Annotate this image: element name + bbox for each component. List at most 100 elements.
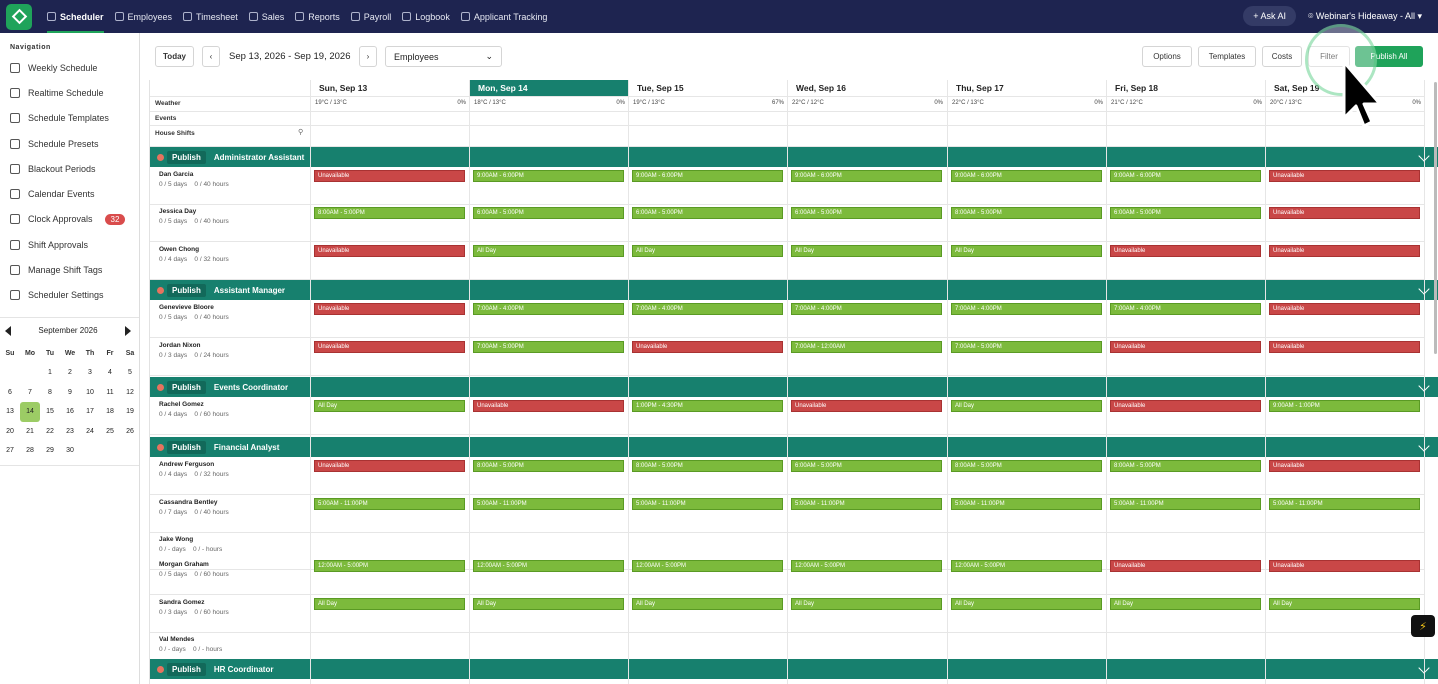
section-publish-button[interactable]: Publish [167,440,206,454]
pin-icon[interactable]: ⚲ [298,129,304,136]
calendar-day[interactable]: 23 [66,427,74,435]
employee-info[interactable]: Sandra Gomez 0 / 3 days 0 / 60 hours [159,599,229,616]
sidebar-item-weekly-schedule[interactable]: Weekly Schedule [0,55,139,80]
shift-block[interactable]: 8:00AM - 5:00PM [473,460,624,472]
shift-block[interactable]: All Day [314,400,465,412]
shift-block[interactable]: All Day [791,245,942,257]
section-publish-button[interactable]: Publish [167,150,206,164]
costs-button[interactable]: Costs [1262,46,1302,67]
unavailable-block[interactable]: Unavailable [1269,207,1420,219]
employee-info[interactable]: Genevieve Bloore 0 / 5 days 0 / 40 hours [159,304,229,321]
location-selector[interactable]: ⌾ Webinar's Hideaway - All ▾ [1307,10,1422,21]
shift-block[interactable]: All Day [314,598,465,610]
employee-info[interactable]: Morgan Graham 0 / 5 days 0 / 60 hours [159,561,229,578]
shift-block[interactable]: 7:00AM - 4:00PM [473,303,624,315]
unavailable-block[interactable]: Unavailable [1269,460,1420,472]
employee-info[interactable]: Andrew Ferguson 0 / 4 days 0 / 32 hours [159,461,229,478]
calendar-day[interactable]: 29 [46,447,54,455]
employee-info[interactable]: Rachel Gomez 0 / 4 days 0 / 60 hours [159,401,229,418]
shift-block[interactable]: All Day [632,245,783,257]
calendar-day[interactable]: 14 [20,402,40,422]
calendar-day[interactable]: 25 [106,427,114,435]
shift-block[interactable]: 6:00AM - 5:00PM [791,460,942,472]
calendar-day[interactable]: 21 [26,427,34,435]
scrollbar[interactable] [1434,82,1437,354]
day-header[interactable]: Sun, Sep 13 [310,80,469,96]
shift-block[interactable]: 9:00AM - 6:00PM [473,170,624,182]
shift-block[interactable]: 5:00AM - 11:00PM [1110,498,1261,510]
nav-item-reports[interactable]: Reports [295,0,340,33]
shift-block[interactable]: 5:00AM - 11:00PM [1269,498,1420,510]
unavailable-block[interactable]: Unavailable [314,303,465,315]
next-month-icon[interactable] [125,325,131,336]
lightning-icon[interactable]: ⚡ [1411,615,1435,637]
unavailable-block[interactable]: Unavailable [791,400,942,412]
employee-info[interactable]: Cassandra Bentley 0 / 7 days 0 / 40 hours [159,499,229,516]
shift-block[interactable]: 7:00AM - 5:00PM [951,341,1102,353]
calendar-day[interactable]: 24 [86,427,94,435]
shift-block[interactable]: 12:00AM - 5:00PM [314,560,465,572]
unavailable-block[interactable]: Unavailable [314,341,465,353]
calendar-day[interactable]: 20 [6,427,14,435]
shift-block[interactable]: 7:00AM - 5:00PM [473,341,624,353]
shift-block[interactable]: 12:00AM - 5:00PM [951,560,1102,572]
calendar-day[interactable]: 3 [88,369,92,377]
unavailable-block[interactable]: Unavailable [1110,245,1261,257]
nav-item-sales[interactable]: Sales [248,0,284,33]
shift-block[interactable]: All Day [951,245,1102,257]
shift-block[interactable]: All Day [1110,598,1261,610]
nav-item-scheduler[interactable]: Scheduler [47,0,104,33]
shift-block[interactable]: All Day [473,245,624,257]
calendar-day[interactable]: 7 [28,388,32,396]
employee-info[interactable]: Jordan Nixon 0 / 3 days 0 / 24 hours [159,342,229,359]
calendar-day[interactable]: 1 [48,369,52,377]
templates-button[interactable]: Templates [1198,46,1256,67]
employee-info[interactable]: Val Mendes 0 / - days 0 / - hours [159,636,222,653]
shift-block[interactable]: 8:00AM - 5:00PM [951,460,1102,472]
calendar-day[interactable]: 11 [106,388,114,396]
nav-item-payroll[interactable]: Payroll [350,0,391,33]
calendar-day[interactable]: 19 [126,408,134,416]
shift-block[interactable]: All Day [791,598,942,610]
shift-block[interactable]: 9:00AM - 6:00PM [951,170,1102,182]
ask-ai-button[interactable]: + Ask AI [1243,6,1296,26]
section-header[interactable]: Publish HR Coordinator [150,659,1438,679]
shift-block[interactable]: 12:00AM - 5:00PM [473,560,624,572]
employee-info[interactable]: Owen Chong 0 / 4 days 0 / 32 hours [159,246,229,263]
sidebar-item-schedule-presets[interactable]: Schedule Presets [0,131,139,156]
day-header[interactable]: Wed, Sep 16 [787,80,946,96]
prev-month-icon[interactable] [5,325,11,336]
unavailable-block[interactable]: Unavailable [473,400,624,412]
nav-item-logbook[interactable]: Logbook [402,0,450,33]
sidebar-item-shift-approvals[interactable]: Shift Approvals [0,232,139,257]
shift-block[interactable]: 6:00AM - 5:00PM [791,207,942,219]
section-header[interactable]: Publish Financial Analyst [150,437,1438,457]
section-header[interactable]: Publish Assistant Manager [150,280,1438,300]
unavailable-block[interactable]: Unavailable [632,341,783,353]
day-header[interactable]: Tue, Sep 15 [628,80,787,96]
sidebar-item-blackout-periods[interactable]: Blackout Periods [0,156,139,181]
nav-item-applicant-tracking[interactable]: Applicant Tracking [460,0,547,33]
calendar-day[interactable]: 16 [66,408,74,416]
employee-info[interactable]: Dan Garcia 0 / 5 days 0 / 40 hours [159,171,229,188]
shift-block[interactable]: All Day [951,400,1102,412]
section-publish-button[interactable]: Publish [167,662,206,676]
day-header[interactable]: Thu, Sep 17 [947,80,1106,96]
unavailable-block[interactable]: Unavailable [1269,341,1420,353]
calendar-day[interactable]: 30 [66,447,74,455]
unavailable-block[interactable]: Unavailable [1269,170,1420,182]
shift-block[interactable]: 9:00AM - 1:00PM [1269,400,1420,412]
unavailable-block[interactable]: Unavailable [1110,341,1261,353]
next-week-button[interactable]: › [359,46,377,67]
sidebar-item-realtime-schedule[interactable]: Realtime Schedule [0,80,139,105]
shift-block[interactable]: 5:00AM - 11:00PM [951,498,1102,510]
shift-block[interactable]: 5:00AM - 11:00PM [473,498,624,510]
shift-block[interactable]: 6:00AM - 5:00PM [1110,207,1261,219]
view-select[interactable]: Employees ⌄ [385,46,502,67]
shift-block[interactable]: 7:00AM - 4:00PM [791,303,942,315]
shift-block[interactable]: 12:00AM - 5:00PM [632,560,783,572]
unavailable-block[interactable]: Unavailable [314,245,465,257]
shift-block[interactable]: 6:00AM - 5:00PM [632,207,783,219]
shift-block[interactable]: All Day [1269,598,1420,610]
shift-block[interactable]: 8:00AM - 5:00PM [1110,460,1261,472]
